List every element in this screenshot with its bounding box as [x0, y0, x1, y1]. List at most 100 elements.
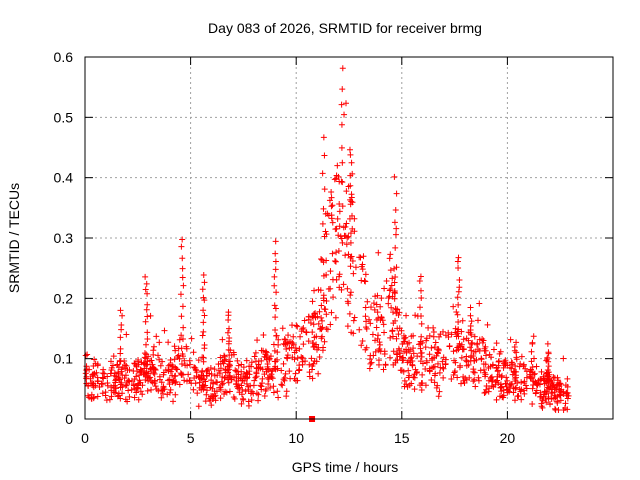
data-point — [512, 362, 519, 369]
data-point — [179, 265, 186, 272]
data-point — [309, 329, 316, 336]
data-point — [311, 343, 318, 350]
data-point — [139, 391, 146, 398]
data-point — [118, 368, 125, 375]
data-point — [468, 352, 475, 359]
data-point — [306, 361, 313, 368]
data-point — [131, 394, 138, 401]
data-point — [185, 371, 192, 378]
data-point — [489, 362, 496, 369]
data-point — [142, 372, 149, 379]
data-point — [238, 400, 245, 407]
data-point — [118, 322, 125, 329]
data-point — [339, 239, 346, 246]
data-point — [426, 367, 433, 374]
data-point — [428, 376, 435, 383]
data-point — [133, 389, 140, 396]
data-point — [325, 212, 332, 219]
data-point — [286, 368, 293, 375]
data-point — [418, 294, 425, 301]
data-point — [216, 384, 223, 391]
data-point — [435, 347, 442, 354]
data-point — [554, 399, 561, 406]
data-point — [338, 144, 345, 151]
data-point — [100, 375, 107, 382]
data-point — [112, 382, 119, 389]
data-point — [551, 374, 558, 381]
data-point — [408, 380, 415, 387]
data-point — [377, 303, 384, 310]
data-point — [224, 329, 231, 336]
data-point — [483, 383, 490, 390]
data-point — [343, 100, 350, 107]
data-point — [258, 380, 265, 387]
data-point — [108, 367, 115, 374]
data-point — [350, 330, 357, 337]
data-point — [123, 382, 130, 389]
data-point — [86, 394, 93, 401]
data-point — [517, 360, 524, 367]
data-point — [516, 363, 523, 370]
data-point — [102, 389, 109, 396]
data-point — [209, 396, 216, 403]
data-point — [518, 396, 525, 403]
data-point — [404, 340, 411, 347]
data-point — [392, 357, 399, 364]
data-point — [150, 369, 157, 376]
data-point — [471, 376, 478, 383]
data-point — [144, 290, 151, 297]
data-point — [387, 286, 394, 293]
data-point — [178, 313, 185, 320]
data-point — [112, 389, 119, 396]
data-point — [338, 286, 345, 293]
data-point — [460, 373, 467, 380]
data-point — [118, 379, 125, 386]
data-point — [360, 253, 367, 260]
data-point — [271, 282, 278, 289]
data-point — [453, 308, 460, 315]
data-point — [164, 391, 171, 398]
data-point — [417, 304, 424, 311]
data-point — [465, 361, 472, 368]
data-point — [108, 384, 115, 391]
data-point — [179, 351, 186, 358]
data-point — [319, 347, 326, 354]
data-point — [347, 292, 354, 299]
data-point — [278, 381, 285, 388]
data-point — [348, 194, 355, 201]
data-point — [296, 366, 303, 373]
data-point — [518, 353, 525, 360]
data-point — [417, 287, 424, 294]
data-point — [209, 379, 216, 386]
data-point — [552, 406, 559, 413]
data-point — [408, 354, 415, 361]
data-point — [431, 379, 438, 386]
data-point — [240, 396, 247, 403]
data-point — [341, 232, 348, 239]
data-point — [207, 365, 214, 372]
data-point — [333, 276, 340, 283]
data-point — [317, 326, 324, 333]
data-point — [362, 313, 369, 320]
data-point — [389, 328, 396, 335]
data-point — [278, 367, 285, 374]
data-point — [143, 351, 150, 358]
x-tick-label: 0 — [81, 430, 89, 446]
data-point — [270, 341, 277, 348]
data-point — [122, 382, 129, 389]
data-point — [456, 284, 463, 291]
data-point — [219, 380, 226, 387]
data-point — [240, 370, 247, 377]
data-point — [294, 355, 301, 362]
data-point — [418, 333, 425, 340]
data-point — [172, 379, 179, 386]
data-point — [347, 151, 354, 158]
data-point — [320, 205, 327, 212]
data-point — [529, 385, 536, 392]
data-point — [403, 349, 410, 356]
data-point — [279, 382, 286, 389]
axis-ticks: 0 5 10 15 20 0 0.1 0.2 0.3 0.4 0.5 0.6 — [54, 49, 613, 446]
data-point — [225, 366, 232, 373]
data-point — [199, 332, 206, 339]
data-point — [336, 273, 343, 280]
